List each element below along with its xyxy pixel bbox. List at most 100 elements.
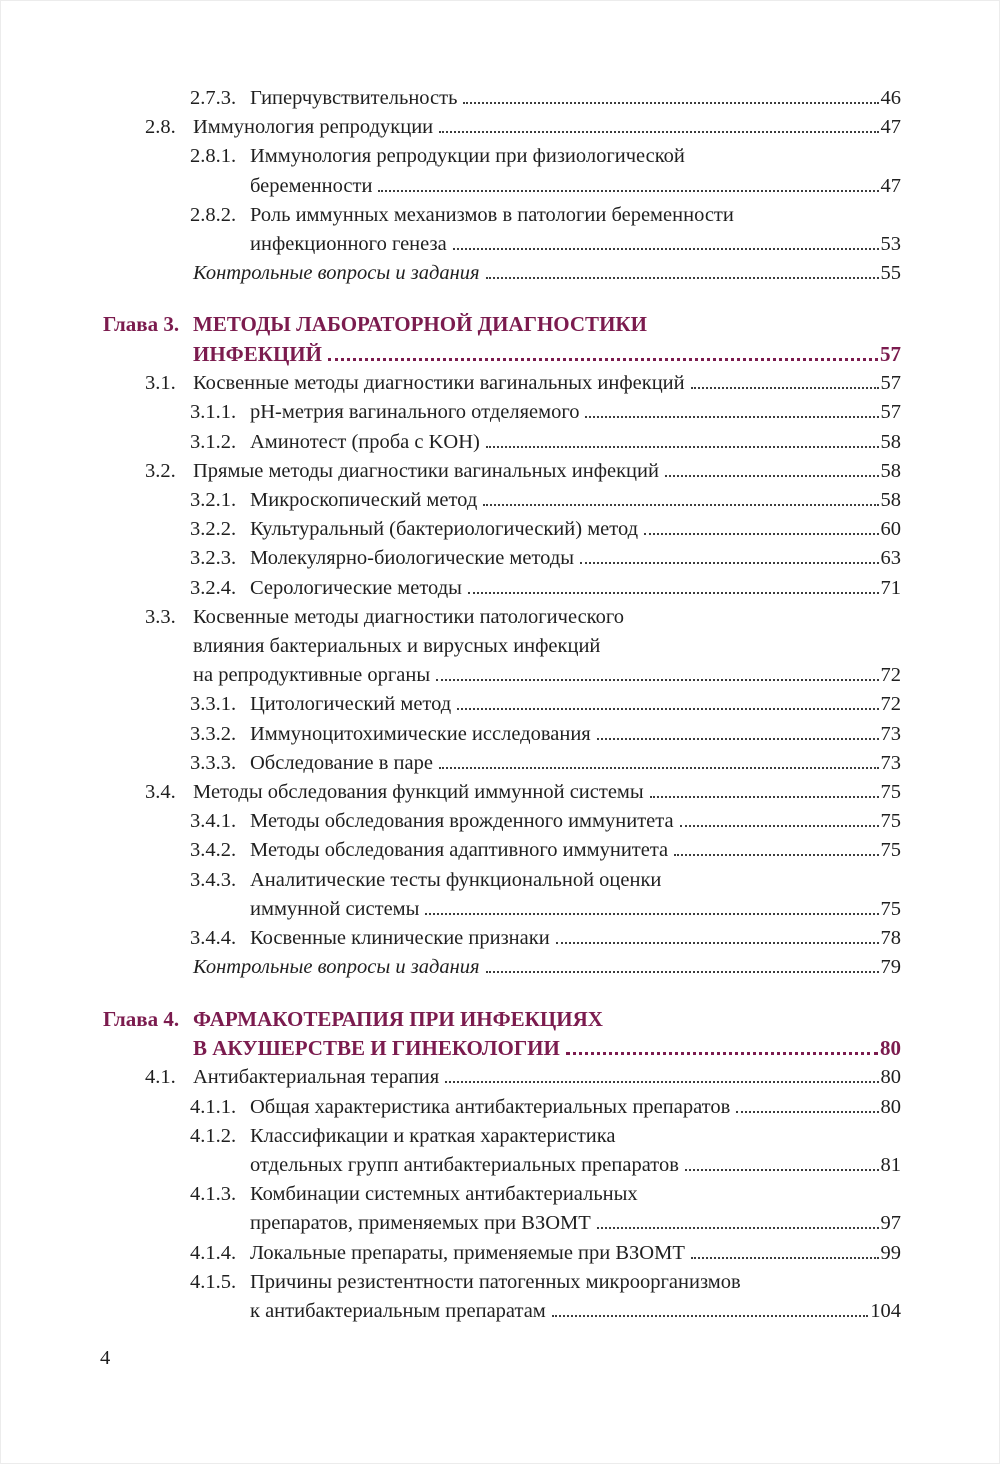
dot-leader <box>736 1110 879 1113</box>
toc-entry: препаратов, применяемых при ВЗОМТ 97 <box>250 1209 901 1238</box>
dot-leader <box>378 189 879 192</box>
toc-entry-number: 4.1.1. <box>190 1095 237 1118</box>
toc-page-number: 57 <box>880 372 902 395</box>
dot-leader <box>457 708 879 711</box>
toc-entry-number: 3.3.2. <box>190 722 237 745</box>
toc-entry-title: ИНФЕКЦИЙ <box>193 341 322 366</box>
dot-leader <box>580 562 879 565</box>
dot-leader <box>565 1051 878 1055</box>
toc-entry-title: Косвенные методы диагностики патологичес… <box>193 605 624 628</box>
toc-entry-number: 3.3.1. <box>190 693 237 716</box>
dot-leader <box>649 796 879 799</box>
dot-leader <box>467 591 879 594</box>
toc-entry: 2.8.1. Иммунология репродукции при физиол… <box>190 142 901 171</box>
dot-leader <box>485 445 879 448</box>
toc-page-number: 80 <box>880 1066 902 1089</box>
toc-page-number: 73 <box>880 751 902 774</box>
toc-entry-title: Гиперчувствительность <box>250 87 458 109</box>
toc-entry-number: 3.1.2. <box>190 430 237 453</box>
dot-leader <box>664 474 879 477</box>
toc-entry-title: Культуральный (бактериологический) метод <box>250 518 639 541</box>
dot-leader <box>690 387 879 390</box>
toc-entry: 4.1.2. Классификации и краткая характерис… <box>190 1122 901 1151</box>
toc-entry-title: инфекционного генеза <box>250 233 447 256</box>
toc-page-number: 81 <box>880 1153 902 1176</box>
toc-entry-title: Роль иммунных механизмов в патологии бер… <box>250 203 734 226</box>
toc-entry-number: 3.2.4. <box>190 576 237 599</box>
dot-leader <box>439 131 879 134</box>
toc-entry-title: Общая характеристика антибактериальных п… <box>250 1095 731 1118</box>
toc-entry: 3.3.1. Цитологический метод 72 <box>190 690 901 719</box>
toc-entry-title: Классификации и краткая характеристика <box>250 1124 616 1147</box>
dot-leader <box>425 912 879 915</box>
toc-entry-title: МЕТОДЫ ЛАБОРАТОРНОЙ ДИАГНОСТИКИ <box>193 312 647 337</box>
toc-page-number: 72 <box>880 664 902 687</box>
toc-entry-title: препаратов, применяемых при ВЗОМТ <box>250 1212 591 1235</box>
toc-entry: 3.4.2. Методы обследования адаптивного им… <box>190 836 901 865</box>
toc-entry-number: 3.4.1. <box>190 810 237 833</box>
toc-page-number: 57 <box>880 341 901 366</box>
toc-entry-title: Контрольные вопросы и задания <box>193 262 480 285</box>
toc-entry: 4.1.1. Общая характеристика антибактериал… <box>190 1093 901 1122</box>
toc-entry-title: Комбинации системных антибактериальных <box>250 1183 638 1206</box>
dot-leader <box>452 248 879 251</box>
toc-page-number: 57 <box>880 401 902 424</box>
toc-entry: 3.3.2. Иммуноцитохимические исследования 7… <box>190 720 901 749</box>
toc-entry-title: pH-метрия вагинального отделяемого <box>250 401 580 424</box>
dot-leader <box>690 1256 879 1259</box>
toc-page-number: 72 <box>880 693 902 716</box>
toc-entry: 4.1.5. Причины резистентности патогенных … <box>190 1268 901 1297</box>
toc-entry: 2.8.2. Роль иммунных механизмов в патолог… <box>190 201 901 230</box>
dot-leader <box>596 737 879 740</box>
toc-page-number: 80 <box>880 1035 901 1060</box>
toc-entry: 3.2.2. Культуральный (бактериологический)… <box>190 515 901 544</box>
toc-entry-title: Иммунология репродукции <box>193 116 434 139</box>
toc-entry-number: 3.3.3. <box>190 751 237 774</box>
dot-leader <box>463 102 879 104</box>
toc-page-number: 58 <box>880 489 902 512</box>
toc-page-number: 75 <box>880 810 902 833</box>
toc-page-number: 63 <box>880 547 902 570</box>
toc-entry-number: 2.7.3. <box>190 87 237 109</box>
toc-entry: 3.1.1. pH-метрия вагинального отделяемого… <box>190 398 901 427</box>
toc-entry-number: 3.4. <box>145 781 176 804</box>
toc-entry-title: Методы обследования адаптивного иммуните… <box>250 839 669 862</box>
toc-entry-title: Обследование в паре <box>250 751 433 774</box>
toc-entry-number: 3.2.3. <box>190 547 237 570</box>
toc-entry-title: Локальные препараты, применяемые при ВЗО… <box>250 1241 685 1264</box>
toc-entry: иммунной системы 75 <box>250 895 901 924</box>
toc-entry: отдельных групп антибактериальных препар… <box>250 1151 901 1180</box>
toc-entry: 3.4.4. Косвенные клинические признаки 78 <box>190 924 901 953</box>
toc-entry: Глава 3. МЕТОДЫ ЛАБОРАТОРНОЙ ДИАГНОСТИКИ <box>103 310 901 339</box>
toc-entry-title: Антибактериальная терапия <box>193 1066 440 1089</box>
toc-entry-number: 3.3. <box>145 605 176 628</box>
toc-entry: Контрольные вопросы и задания 79 <box>193 953 901 982</box>
dot-leader <box>485 971 879 974</box>
toc-entry: 3.3.3. Обследование в паре 73 <box>190 749 901 778</box>
toc-page-number: 55 <box>880 262 902 285</box>
toc-page-number: 79 <box>880 956 902 979</box>
toc-entry: 3.2.4. Серологические методы 71 <box>190 574 901 603</box>
toc-entry-number: 3.2.2. <box>190 518 237 541</box>
table-of-contents: 2.7.3. Гиперчувствительность 46 2.8. Иммунол… <box>103 84 901 1326</box>
toc-entry-title: Прямые методы диагностики вагинальных ин… <box>193 459 659 482</box>
toc-entry-title: Серологические методы <box>250 576 462 599</box>
dot-leader <box>679 825 879 828</box>
dot-leader <box>674 854 879 857</box>
toc-entry-number: 4.1.4. <box>190 1241 237 1264</box>
toc-entry-number: 3.4.2. <box>190 839 237 862</box>
toc-entry-number: 3.1.1. <box>190 401 237 424</box>
toc-entry-number: 4.1.3. <box>190 1183 237 1206</box>
toc-entry-number: 3.1. <box>145 372 176 395</box>
toc-entry-number: 2.8. <box>145 116 176 139</box>
dot-leader <box>436 679 879 682</box>
toc-page-number: 99 <box>880 1241 902 1264</box>
toc-entry-title: Методы обследования функций иммунной сис… <box>193 781 644 804</box>
toc-entry: 3.4.1. Методы обследования врожденного им… <box>190 807 901 836</box>
dot-leader <box>438 766 879 769</box>
toc-entry-title: Косвенные методы диагностики вагинальных… <box>193 372 685 395</box>
toc-page-number: 58 <box>880 430 902 453</box>
toc-entry: 2.7.3. Гиперчувствительность 46 <box>190 84 901 113</box>
toc-entry: 3.4. Методы обследования функций иммунной… <box>145 778 901 807</box>
toc-entry-number: 2.8.2. <box>190 203 237 226</box>
